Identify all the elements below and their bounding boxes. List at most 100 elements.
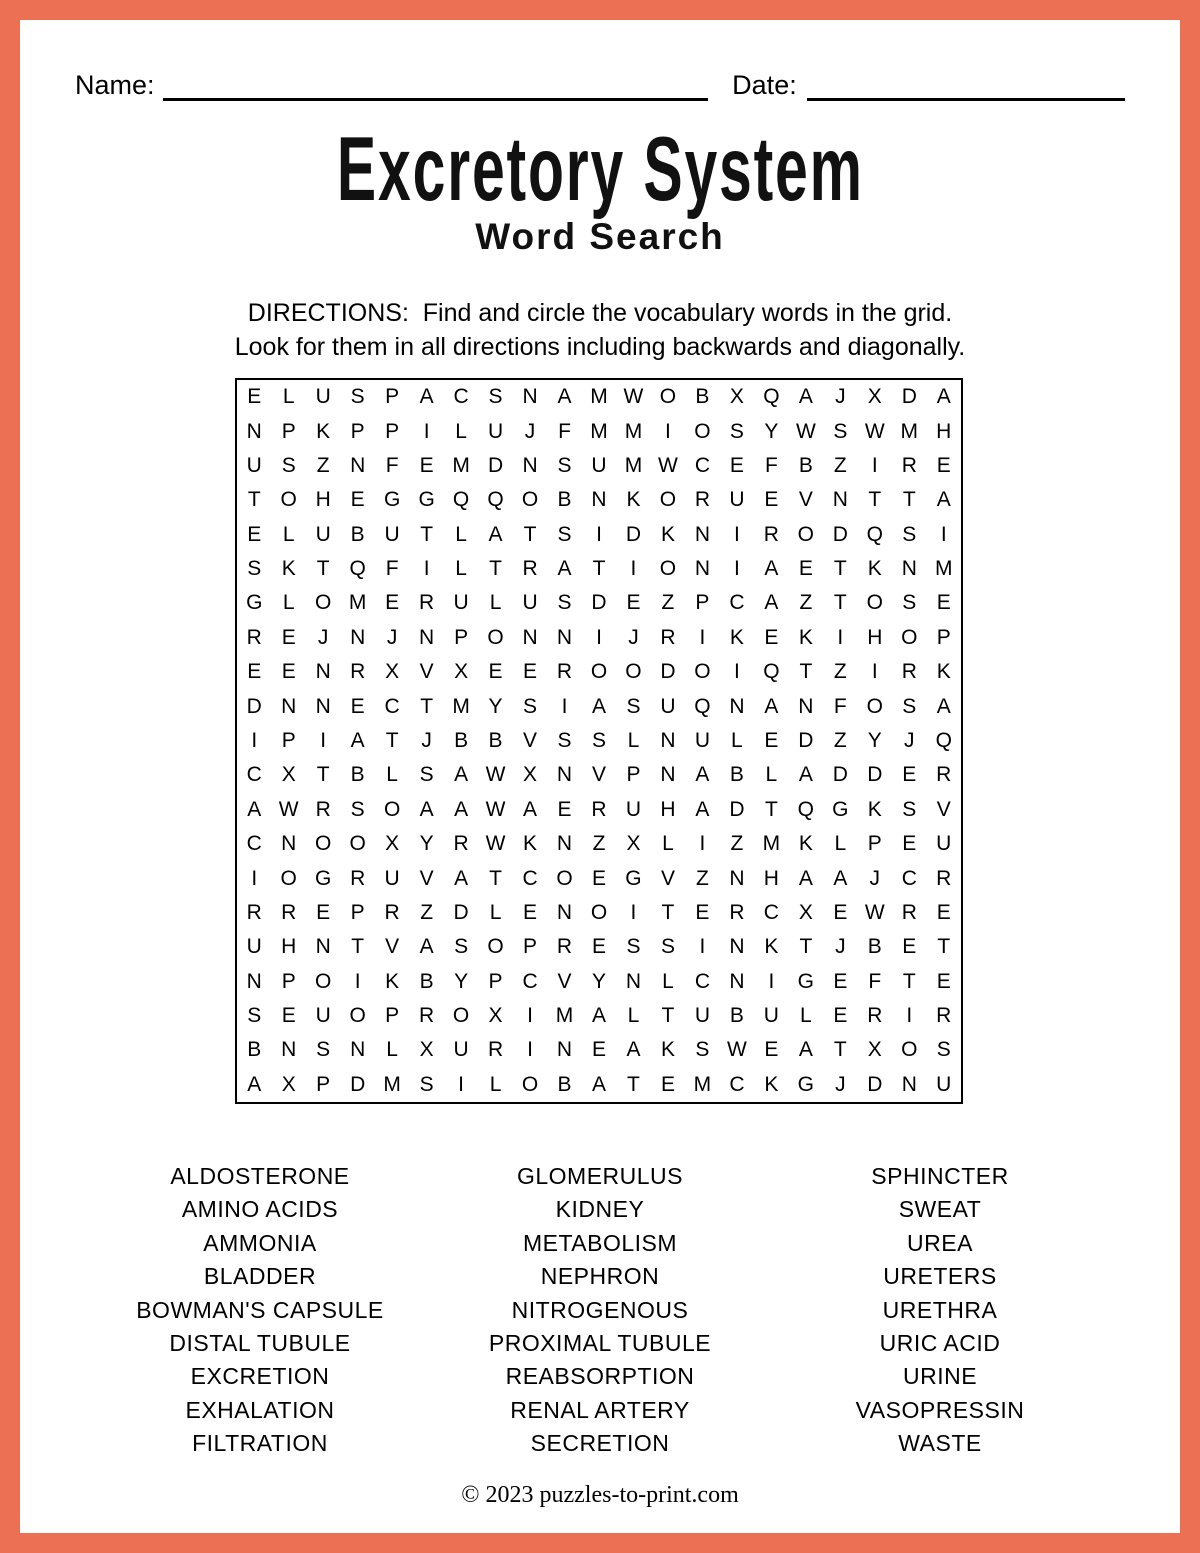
grid-letter-r3c2[interactable]: S: [281, 453, 296, 477]
grid-letter-r9c21[interactable]: K: [936, 660, 951, 684]
grid-letter-r21c4[interactable]: D: [350, 1072, 366, 1096]
grid-letter-r11c7[interactable]: B: [454, 728, 469, 752]
grid-letter-r12c17[interactable]: A: [798, 763, 813, 787]
grid-letter-r3c15[interactable]: E: [729, 453, 744, 477]
grid-letter-r7c5[interactable]: E: [385, 591, 400, 615]
grid-letter-r12c15[interactable]: B: [729, 763, 744, 787]
grid-letter-r15c4[interactable]: R: [350, 866, 366, 890]
grid-letter-r11c6[interactable]: J: [421, 728, 432, 752]
grid-letter-r17c20[interactable]: E: [902, 935, 917, 959]
grid-letter-r8c15[interactable]: K: [729, 625, 744, 649]
grid-letter-r13c7[interactable]: A: [454, 797, 469, 821]
grid-letter-r9c13[interactable]: D: [660, 660, 676, 684]
grid-letter-r6c13[interactable]: O: [659, 557, 677, 581]
grid-letter-r4c17[interactable]: V: [798, 488, 813, 512]
grid-letter-r1c15[interactable]: X: [729, 385, 744, 409]
grid-letter-r4c16[interactable]: E: [764, 488, 779, 512]
grid-letter-r10c18[interactable]: F: [833, 694, 847, 718]
grid-letter-r8c2[interactable]: E: [281, 625, 296, 649]
grid-letter-r2c4[interactable]: P: [350, 419, 365, 443]
grid-letter-r7c20[interactable]: S: [902, 591, 917, 615]
grid-letter-r21c7[interactable]: I: [458, 1072, 464, 1096]
grid-letter-r19c20[interactable]: I: [906, 1004, 913, 1028]
grid-letter-r14c4[interactable]: O: [349, 832, 366, 856]
grid-letter-r20c1[interactable]: B: [247, 1038, 262, 1062]
grid-letter-r17c11[interactable]: E: [591, 935, 606, 959]
grid-letter-r16c14[interactable]: E: [695, 900, 710, 924]
grid-letter-r6c20[interactable]: N: [901, 557, 917, 581]
grid-letter-r18c4[interactable]: I: [354, 969, 361, 993]
grid-letter-r16c6[interactable]: Z: [420, 900, 434, 924]
grid-letter-r15c9[interactable]: C: [522, 866, 538, 890]
grid-letter-r14c18[interactable]: L: [834, 832, 847, 856]
grid-letter-r15c21[interactable]: R: [936, 866, 952, 890]
grid-letter-r1c17[interactable]: A: [798, 385, 813, 409]
grid-letter-r13c20[interactable]: S: [902, 797, 917, 821]
grid-letter-r5c2[interactable]: L: [282, 522, 295, 546]
grid-letter-r12c18[interactable]: D: [832, 763, 848, 787]
grid-letter-r19c3[interactable]: U: [315, 1004, 331, 1028]
grid-letter-r9c6[interactable]: V: [419, 660, 434, 684]
grid-letter-r8c9[interactable]: N: [522, 625, 538, 649]
grid-letter-r10c3[interactable]: N: [315, 694, 331, 718]
grid-letter-r9c10[interactable]: R: [556, 660, 573, 684]
grid-letter-r17c21[interactable]: T: [937, 935, 951, 959]
grid-letter-r13c5[interactable]: O: [383, 797, 401, 821]
grid-letter-r1c4[interactable]: S: [350, 385, 365, 409]
grid-letter-r6c18[interactable]: T: [833, 557, 847, 581]
grid-letter-r19c16[interactable]: U: [763, 1004, 779, 1028]
grid-letter-r11c10[interactable]: S: [557, 728, 572, 752]
grid-letter-r3c18[interactable]: Z: [833, 453, 847, 477]
grid-letter-r10c16[interactable]: A: [764, 694, 779, 718]
grid-letter-r8c8[interactable]: O: [487, 625, 504, 649]
grid-letter-r18c2[interactable]: P: [281, 969, 296, 993]
grid-letter-r3c3[interactable]: Z: [316, 453, 330, 477]
grid-letter-r11c20[interactable]: J: [904, 728, 915, 752]
grid-letter-r10c10[interactable]: I: [561, 694, 568, 718]
date-input-line[interactable]: [806, 68, 1125, 101]
grid-letter-r10c17[interactable]: N: [798, 694, 814, 718]
grid-letter-r5c14[interactable]: N: [694, 522, 710, 546]
grid-letter-r8c17[interactable]: K: [798, 625, 813, 649]
grid-letter-r13c6[interactable]: A: [419, 797, 434, 821]
grid-letter-r19c4[interactable]: O: [349, 1004, 366, 1028]
grid-letter-r5c19[interactable]: Q: [866, 522, 883, 546]
grid-letter-r9c9[interactable]: E: [523, 660, 538, 684]
grid-letter-r15c19[interactable]: J: [869, 866, 881, 890]
grid-letter-r16c12[interactable]: I: [630, 900, 637, 924]
grid-letter-r14c13[interactable]: L: [662, 832, 674, 856]
grid-letter-r10c11[interactable]: A: [591, 694, 606, 718]
grid-letter-r8c20[interactable]: O: [901, 625, 918, 649]
grid-letter-r5c6[interactable]: T: [420, 522, 434, 546]
grid-letter-r13c18[interactable]: G: [832, 797, 849, 821]
grid-letter-r19c14[interactable]: U: [694, 1004, 710, 1028]
grid-letter-r5c9[interactable]: T: [523, 522, 537, 546]
grid-letter-r3c14[interactable]: C: [694, 453, 710, 477]
grid-letter-r8c3[interactable]: J: [317, 625, 329, 649]
grid-letter-r11c13[interactable]: N: [660, 728, 676, 752]
grid-letter-r12c12[interactable]: P: [626, 763, 641, 787]
grid-letter-r18c7[interactable]: Y: [454, 969, 469, 993]
grid-letter-r21c1[interactable]: A: [247, 1072, 262, 1096]
grid-letter-r10c15[interactable]: N: [729, 694, 745, 718]
grid-letter-r13c2[interactable]: W: [278, 797, 299, 821]
grid-letter-r20c16[interactable]: E: [764, 1038, 779, 1062]
grid-letter-r17c7[interactable]: S: [454, 935, 469, 959]
grid-letter-r9c1[interactable]: E: [247, 660, 262, 684]
grid-letter-r16c15[interactable]: R: [729, 900, 745, 924]
grid-letter-r10c12[interactable]: S: [626, 694, 641, 718]
grid-letter-r11c12[interactable]: L: [627, 728, 640, 752]
grid-letter-r15c6[interactable]: V: [419, 866, 434, 890]
grid-letter-r9c20[interactable]: R: [901, 660, 917, 684]
grid-letter-r4c15[interactable]: U: [729, 488, 745, 512]
grid-letter-r5c11[interactable]: I: [596, 522, 602, 546]
grid-letter-r13c17[interactable]: Q: [797, 797, 815, 821]
grid-letter-r12c14[interactable]: A: [695, 763, 710, 787]
grid-letter-r11c5[interactable]: T: [385, 728, 399, 752]
grid-letter-r19c2[interactable]: E: [281, 1004, 296, 1028]
grid-letter-r9c8[interactable]: E: [488, 660, 503, 684]
grid-letter-r3c10[interactable]: S: [557, 453, 572, 477]
grid-letter-r1c19[interactable]: X: [867, 385, 882, 409]
grid-letter-r3c13[interactable]: W: [658, 453, 678, 477]
grid-letter-r9c17[interactable]: T: [799, 660, 813, 684]
